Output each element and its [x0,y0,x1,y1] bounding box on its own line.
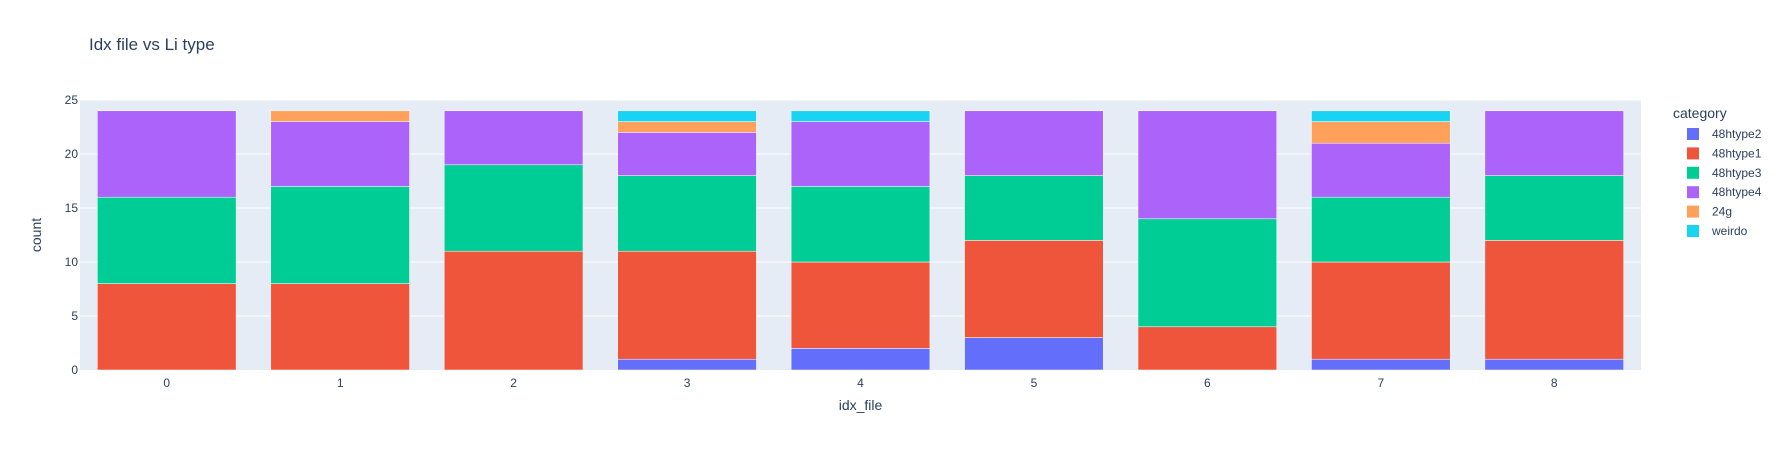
bar-segment-48htype1-3 [617,250,757,360]
bar-segment-48htype3-4 [790,186,931,263]
legend-item-48htype3[interactable]: 48htype3 [1687,166,1762,180]
legend-title: category [1673,105,1727,121]
y-tick-label: 25 [65,93,79,107]
legend-item-24g[interactable]: 24g [1687,205,1732,219]
bar-segment-48htype3-3 [617,175,757,252]
bar-segment-48htype4-5 [964,110,1104,176]
bar-segment-weirdo-3 [617,110,757,122]
legend-label: 48htype1 [1712,146,1762,160]
x-tick-label: 4 [857,376,864,390]
legend: category 48htype248htype148htype348htype… [1673,105,1762,238]
x-tick-label: 2 [510,376,517,390]
bar-segment-48htype2-4 [790,348,931,371]
bar-segment-48htype4-8 [1484,110,1624,176]
bar-segment-48htype4-3 [617,132,757,176]
legend-item-48htype4[interactable]: 48htype4 [1687,185,1762,199]
y-tick-label: 20 [65,147,79,161]
bar-segment-48htype1-5 [964,240,1104,338]
bar-segment-48htype2-8 [1484,358,1624,371]
x-tick-label: 5 [1031,376,1038,390]
bar-segment-48htype3-8 [1484,175,1624,241]
chart-title: Idx file vs Li type [89,35,215,54]
bar-segment-48htype1-1 [270,283,410,371]
legend-swatch [1687,225,1699,237]
bar-segment-48htype3-2 [443,164,584,252]
bar-segment-48htype3-6 [1137,218,1278,328]
bar-segment-48htype1-8 [1484,240,1624,360]
bar-segment-48htype1-4 [790,261,931,349]
legend-label: weirdo [1711,224,1748,238]
bar-segment-48htype4-4 [790,121,931,187]
legend-swatch [1687,128,1699,140]
legend-label: 48htype2 [1712,127,1762,141]
bar-segment-48htype4-7 [1311,142,1451,198]
y-axis-ticks: 0 5 10 15 20 25 [65,93,79,377]
legend-item-48htype1[interactable]: 48htype1 [1687,146,1762,160]
legend-item-48htype2[interactable]: 48htype2 [1687,127,1762,141]
bar-segment-48htype1-7 [1311,261,1451,360]
legend-item-weirdo[interactable]: weirdo [1687,224,1748,238]
bar-segment-48htype2-3 [617,358,757,371]
bar-segment-weirdo-7 [1311,110,1451,122]
y-axis-title: count [28,218,44,252]
bar-segment-48htype1-2 [443,250,584,371]
x-tick-label: 6 [1204,376,1211,390]
legend-label: 24g [1712,205,1732,219]
bar-segment-48htype1-0 [97,283,237,371]
bar-segment-weirdo-4 [790,110,931,122]
bar-segment-48htype3-0 [97,196,237,284]
legend-label: 48htype3 [1712,166,1762,180]
x-tick-label: 8 [1551,376,1558,390]
x-axis-title: idx_file [839,397,883,413]
legend-items: 48htype2 48htype1 48htype3 48htype4 24g weird… [1687,127,1762,238]
x-axis-ticks: 0 1 2 3 4 5 6 7 8 [163,376,1558,390]
x-tick-label: 7 [1377,376,1384,390]
y-tick-label: 0 [71,363,78,377]
bar-segment-24g-3 [617,121,757,133]
x-tick-label: 3 [684,376,691,390]
x-tick-label: 0 [163,376,170,390]
bar-segment-48htype4-2 [443,110,584,166]
bar-segment-48htype3-1 [270,186,410,284]
legend-swatch [1687,186,1699,199]
legend-swatch [1687,205,1699,218]
bar-segment-48htype3-5 [964,175,1104,241]
bar-segment-48htype4-0 [97,110,237,198]
bar-segment-48htype2-7 [1311,358,1451,371]
bar-segment-48htype2-5 [964,337,1104,371]
bar-segment-48htype4-6 [1137,110,1278,220]
bars [97,110,1624,371]
y-tick-label: 5 [71,309,78,323]
legend-swatch [1687,166,1699,179]
bar-segment-24g-7 [1311,121,1451,144]
bar-segment-48htype3-7 [1311,196,1451,263]
legend-label: 48htype4 [1712,185,1762,199]
y-tick-label: 10 [65,255,79,269]
bar-segment-48htype4-1 [270,121,410,187]
bar-segment-48htype1-6 [1137,326,1278,371]
y-tick-label: 15 [65,201,79,215]
x-tick-label: 1 [337,376,344,390]
bar-segment-24g-1 [270,110,410,122]
legend-swatch [1687,147,1699,160]
